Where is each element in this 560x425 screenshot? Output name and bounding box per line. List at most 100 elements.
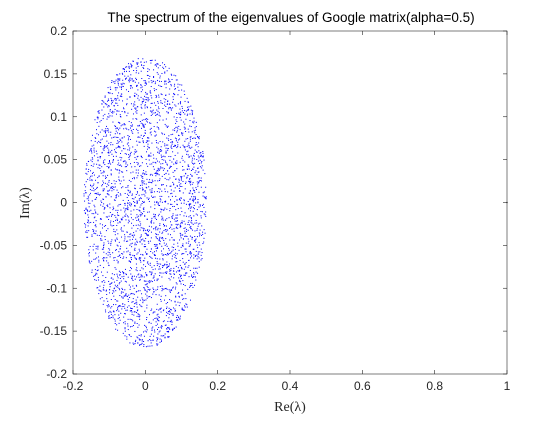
eigenvalue-point xyxy=(89,194,91,196)
eigenvalue-point xyxy=(190,225,192,227)
eigenvalue-point xyxy=(138,82,140,84)
eigenvalue-point xyxy=(164,80,166,82)
eigenvalue-point xyxy=(181,222,183,224)
eigenvalue-point xyxy=(154,254,156,256)
eigenvalue-point xyxy=(142,176,144,178)
eigenvalue-point xyxy=(171,147,173,149)
eigenvalue-point xyxy=(188,203,190,205)
eigenvalue-point xyxy=(135,169,137,171)
eigenvalue-point xyxy=(93,275,95,277)
eigenvalue-point xyxy=(158,128,160,130)
eigenvalue-point xyxy=(124,211,126,213)
eigenvalue-point xyxy=(168,265,170,267)
eigenvalue-point xyxy=(144,201,145,203)
eigenvalue-point xyxy=(197,155,199,157)
eigenvalue-point xyxy=(104,257,106,259)
eigenvalue-point xyxy=(127,139,129,141)
eigenvalue-point xyxy=(150,280,152,282)
eigenvalue-point xyxy=(161,265,163,267)
eigenvalue-point xyxy=(163,288,165,290)
eigenvalue-point xyxy=(99,223,101,225)
eigenvalue-point xyxy=(132,219,134,221)
eigenvalue-point xyxy=(192,207,194,209)
eigenvalue-point xyxy=(189,204,190,206)
eigenvalue-point xyxy=(176,160,178,162)
eigenvalue-point xyxy=(99,285,101,287)
eigenvalue-point xyxy=(192,201,194,203)
eigenvalue-point xyxy=(149,91,151,93)
eigenvalue-point xyxy=(104,159,106,161)
eigenvalue-point xyxy=(188,192,190,194)
eigenvalue-point xyxy=(106,165,108,167)
eigenvalue-point xyxy=(131,108,133,110)
eigenvalue-point xyxy=(111,149,113,151)
eigenvalue-point xyxy=(144,257,146,259)
eigenvalue-point xyxy=(142,200,144,202)
eigenvalue-point xyxy=(107,116,109,118)
eigenvalue-point xyxy=(134,184,136,186)
eigenvalue-point xyxy=(187,168,188,170)
eigenvalue-point xyxy=(154,59,156,61)
eigenvalue-point xyxy=(85,186,87,188)
eigenvalue-point xyxy=(181,252,183,254)
eigenvalue-point xyxy=(180,266,182,268)
eigenvalue-point xyxy=(157,203,159,205)
eigenvalue-point xyxy=(140,261,142,263)
eigenvalue-point xyxy=(143,183,145,185)
eigenvalue-point xyxy=(99,121,101,123)
eigenvalue-point xyxy=(156,261,158,263)
eigenvalue-point xyxy=(155,94,157,96)
eigenvalue-point xyxy=(120,256,122,258)
eigenvalue-point xyxy=(124,153,126,155)
eigenvalue-point xyxy=(129,310,131,312)
eigenvalue-point xyxy=(180,179,182,181)
eigenvalue-point xyxy=(197,251,199,253)
eigenvalue-point xyxy=(152,277,154,279)
eigenvalue-point xyxy=(181,132,182,134)
eigenvalue-point xyxy=(163,68,165,70)
eigenvalue-point xyxy=(176,319,178,321)
eigenvalue-point xyxy=(97,116,99,118)
eigenvalue-point xyxy=(113,207,115,209)
eigenvalue-point xyxy=(142,182,144,184)
eigenvalue-point xyxy=(144,284,146,286)
eigenvalue-point xyxy=(142,124,144,126)
eigenvalue-point xyxy=(153,311,155,313)
eigenvalue-point xyxy=(179,84,181,86)
eigenvalue-point xyxy=(141,194,143,196)
eigenvalue-point xyxy=(136,216,138,218)
eigenvalue-point xyxy=(146,295,148,297)
eigenvalue-point xyxy=(110,103,112,105)
eigenvalue-point xyxy=(149,229,151,231)
eigenvalue-point xyxy=(136,112,138,114)
eigenvalue-point xyxy=(139,165,141,167)
eigenvalue-point xyxy=(104,95,106,97)
eigenvalue-point xyxy=(198,223,200,225)
eigenvalue-point xyxy=(155,172,157,174)
eigenvalue-point xyxy=(202,150,204,152)
eigenvalue-point xyxy=(184,227,186,229)
eigenvalue-point xyxy=(199,155,201,157)
eigenvalue-point xyxy=(191,282,193,284)
eigenvalue-point xyxy=(136,219,138,221)
eigenvalue-point xyxy=(137,228,139,230)
eigenvalue-point xyxy=(167,111,169,113)
eigenvalue-point xyxy=(179,198,181,200)
eigenvalue-point xyxy=(106,257,108,259)
eigenvalue-point xyxy=(159,228,161,230)
eigenvalue-point xyxy=(92,158,94,160)
eigenvalue-point xyxy=(184,149,186,151)
eigenvalue-point xyxy=(194,162,196,164)
eigenvalue-point xyxy=(172,270,174,272)
eigenvalue-point xyxy=(138,258,140,260)
eigenvalue-point xyxy=(119,193,121,195)
eigenvalue-point xyxy=(177,94,179,96)
eigenvalue-point xyxy=(152,293,154,295)
eigenvalue-point xyxy=(123,251,125,253)
eigenvalue-point xyxy=(125,153,127,155)
eigenvalue-point xyxy=(136,267,138,269)
eigenvalue-point xyxy=(110,174,112,176)
eigenvalue-point xyxy=(150,134,152,136)
eigenvalue-point xyxy=(142,180,144,182)
eigenvalue-point xyxy=(177,128,179,130)
